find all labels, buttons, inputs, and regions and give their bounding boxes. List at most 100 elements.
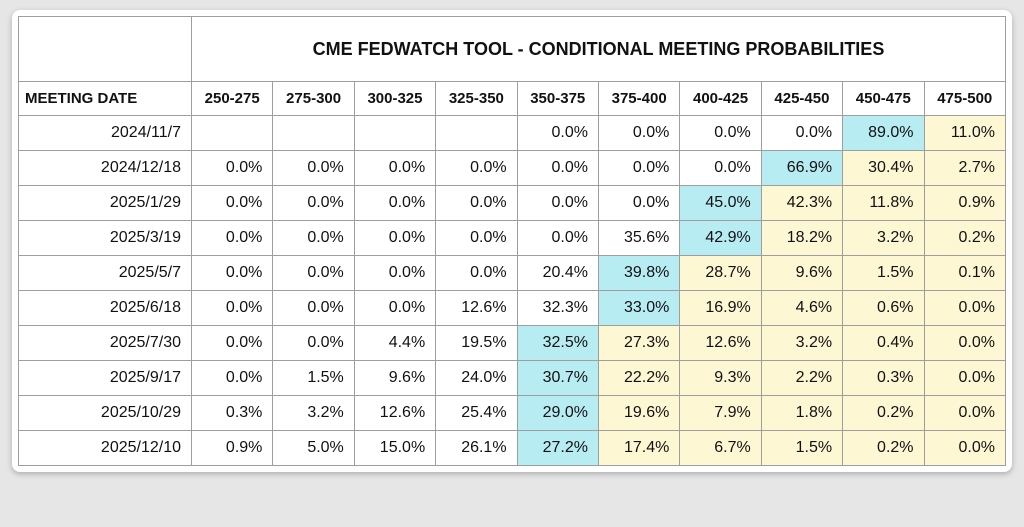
table-row: 2025/9/170.0%1.5%9.6%24.0%30.7%22.2%9.3%… (19, 361, 1006, 396)
table-row: 2025/10/290.3%3.2%12.6%25.4%29.0%19.6%7.… (19, 396, 1006, 431)
probability-cell: 3.2% (273, 396, 354, 431)
column-header: 325-350 (436, 82, 517, 116)
meeting-date-cell: 2025/12/10 (19, 431, 192, 466)
probability-cell: 0.0% (354, 256, 435, 291)
probability-cell: 12.6% (680, 326, 761, 361)
probability-cell: 28.7% (680, 256, 761, 291)
probability-cell: 5.0% (273, 431, 354, 466)
probability-cell: 1.5% (273, 361, 354, 396)
column-header: 250-275 (192, 82, 273, 116)
probability-cell: 16.9% (680, 291, 761, 326)
probability-cell: 0.0% (924, 361, 1005, 396)
fedwatch-table: CME FEDWATCH TOOL - CONDITIONAL MEETING … (18, 16, 1006, 466)
probability-cell: 66.9% (761, 151, 842, 186)
blank-corner-cell (19, 17, 192, 82)
probability-cell: 22.2% (598, 361, 679, 396)
probability-cell: 7.9% (680, 396, 761, 431)
probability-cell (192, 116, 273, 151)
probability-cell: 0.0% (273, 221, 354, 256)
probability-cell: 12.6% (436, 291, 517, 326)
probability-cell: 4.4% (354, 326, 435, 361)
probability-cell: 0.0% (598, 116, 679, 151)
probability-cell: 0.3% (192, 396, 273, 431)
table-row: 2025/5/70.0%0.0%0.0%0.0%20.4%39.8%28.7%9… (19, 256, 1006, 291)
probability-cell: 15.0% (354, 431, 435, 466)
probability-cell: 2.2% (761, 361, 842, 396)
probability-cell: 4.6% (761, 291, 842, 326)
probability-cell: 29.0% (517, 396, 598, 431)
probability-cell: 1.5% (761, 431, 842, 466)
column-header-row: MEETING DATE 250-275275-300300-325325-35… (19, 82, 1006, 116)
table-row: 2024/12/180.0%0.0%0.0%0.0%0.0%0.0%0.0%66… (19, 151, 1006, 186)
probability-cell: 89.0% (843, 116, 924, 151)
meeting-date-cell: 2025/5/7 (19, 256, 192, 291)
probability-cell: 0.0% (192, 361, 273, 396)
probability-cell: 0.0% (517, 221, 598, 256)
probability-cell: 0.0% (354, 186, 435, 221)
probability-cell: 27.3% (598, 326, 679, 361)
probability-cell: 0.0% (436, 256, 517, 291)
probability-cell: 0.0% (192, 256, 273, 291)
probability-cell: 0.0% (436, 221, 517, 256)
probability-cell: 0.0% (517, 116, 598, 151)
probability-cell: 20.4% (517, 256, 598, 291)
probability-cell: 0.0% (354, 221, 435, 256)
probability-cell: 11.8% (843, 186, 924, 221)
probability-cell: 35.6% (598, 221, 679, 256)
probability-cell: 0.2% (924, 221, 1005, 256)
probability-cell: 2.7% (924, 151, 1005, 186)
probability-cell: 0.0% (354, 151, 435, 186)
probability-cell: 0.0% (273, 186, 354, 221)
probability-cell: 1.5% (843, 256, 924, 291)
probability-cell: 0.4% (843, 326, 924, 361)
probability-cell: 0.0% (273, 326, 354, 361)
probability-cell: 0.0% (924, 326, 1005, 361)
probability-cell: 0.0% (517, 151, 598, 186)
probability-cell: 0.0% (273, 151, 354, 186)
probability-cell (354, 116, 435, 151)
meeting-date-cell: 2025/6/18 (19, 291, 192, 326)
probability-cell: 6.7% (680, 431, 761, 466)
column-header: 425-450 (761, 82, 842, 116)
probability-cell: 0.0% (680, 151, 761, 186)
column-header: 475-500 (924, 82, 1005, 116)
probability-cell: 0.0% (924, 396, 1005, 431)
title-row: CME FEDWATCH TOOL - CONDITIONAL MEETING … (19, 17, 1006, 82)
column-header: 450-475 (843, 82, 924, 116)
column-header: 275-300 (273, 82, 354, 116)
probability-cell: 0.0% (354, 291, 435, 326)
column-header: 300-325 (354, 82, 435, 116)
probability-cell: 0.0% (192, 291, 273, 326)
probability-cell: 0.0% (680, 116, 761, 151)
table-card: CME FEDWATCH TOOL - CONDITIONAL MEETING … (12, 10, 1012, 472)
table-row: 2025/7/300.0%0.0%4.4%19.5%32.5%27.3%12.6… (19, 326, 1006, 361)
probability-cell: 30.4% (843, 151, 924, 186)
probability-cell: 11.0% (924, 116, 1005, 151)
table-row: 2024/11/70.0%0.0%0.0%0.0%89.0%11.0% (19, 116, 1006, 151)
probability-cell: 19.5% (436, 326, 517, 361)
probability-cell: 39.8% (598, 256, 679, 291)
column-header: 350-375 (517, 82, 598, 116)
probability-cell: 17.4% (598, 431, 679, 466)
probability-cell: 9.6% (354, 361, 435, 396)
table-row: 2025/12/100.9%5.0%15.0%26.1%27.2%17.4%6.… (19, 431, 1006, 466)
probability-cell: 3.2% (761, 326, 842, 361)
probability-cell: 0.9% (924, 186, 1005, 221)
probability-cell: 1.8% (761, 396, 842, 431)
probability-cell: 3.2% (843, 221, 924, 256)
meeting-date-cell: 2024/11/7 (19, 116, 192, 151)
probability-cell: 32.3% (517, 291, 598, 326)
probability-cell: 0.6% (843, 291, 924, 326)
table-row: 2025/6/180.0%0.0%0.0%12.6%32.3%33.0%16.9… (19, 291, 1006, 326)
probability-cell: 26.1% (436, 431, 517, 466)
probability-cell: 9.6% (761, 256, 842, 291)
probability-cell: 19.6% (598, 396, 679, 431)
probability-cell: 32.5% (517, 326, 598, 361)
probability-cell: 33.0% (598, 291, 679, 326)
column-header: 375-400 (598, 82, 679, 116)
meeting-date-cell: 2025/7/30 (19, 326, 192, 361)
probability-cell: 9.3% (680, 361, 761, 396)
probability-cell: 0.0% (924, 291, 1005, 326)
probability-cell: 45.0% (680, 186, 761, 221)
probability-cell: 18.2% (761, 221, 842, 256)
